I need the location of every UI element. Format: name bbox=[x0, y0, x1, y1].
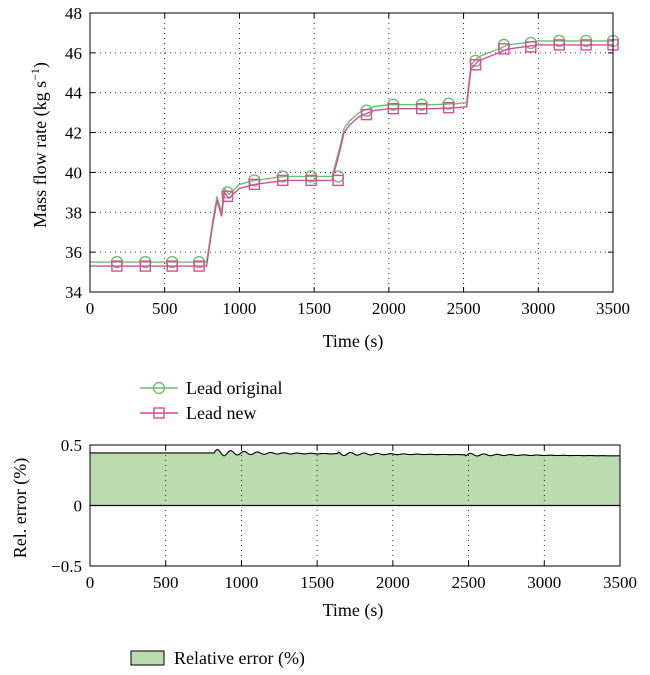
top-grid bbox=[90, 13, 613, 292]
top-y-tick-label: 34 bbox=[65, 283, 83, 302]
bot-y-tick-label: 0.5 bbox=[61, 436, 82, 455]
data-point-lead-new bbox=[442, 101, 455, 114]
top-y-axis-label-main: Mass flow rate (kg s bbox=[30, 81, 51, 228]
relative-error-line bbox=[90, 449, 621, 457]
top-y-axis-label-close: ) bbox=[30, 62, 51, 68]
top-x-tick-label: 0 bbox=[86, 299, 95, 318]
series-line-lead-original bbox=[90, 40, 613, 263]
data-point-lead-new bbox=[416, 102, 428, 115]
top-x-axis-label: Time (s) bbox=[323, 331, 384, 352]
data-point-lead-new bbox=[111, 260, 123, 272]
top-y-tick-label: 36 bbox=[65, 243, 82, 262]
top-series-group bbox=[90, 34, 620, 272]
top-y-tick-label: 42 bbox=[65, 124, 82, 143]
data-point-lead-new bbox=[248, 178, 261, 191]
bot-x-axis-label: Time (s) bbox=[323, 600, 384, 621]
top-plot-frame bbox=[89, 12, 614, 293]
data-point-lead-new bbox=[553, 39, 565, 51]
top-y-tick-label: 38 bbox=[65, 203, 82, 222]
legend-label-lead-new: Lead new bbox=[186, 403, 256, 423]
bot-y-ticks: −0.5 0 0.5 bbox=[51, 436, 620, 576]
data-point-lead-new bbox=[525, 41, 537, 53]
top-y-tick-label: 46 bbox=[65, 44, 82, 63]
bot-y-tick-label: −0.5 bbox=[51, 557, 82, 576]
legend-item-lead-original: Lead original bbox=[140, 378, 282, 398]
data-point-lead-new bbox=[193, 260, 205, 272]
mass-flow-chart: 0 500 1000 1500 2000 2500 3000 3500 34 36 38 40 42 4… bbox=[28, 4, 630, 352]
bot-series-group bbox=[90, 449, 621, 507]
legend-swatch-relative-error bbox=[130, 650, 165, 666]
top-legend: Lead original Lead new bbox=[140, 378, 282, 423]
bot-x-tick-label: 3500 bbox=[603, 573, 637, 592]
data-point-lead-new bbox=[139, 260, 151, 272]
top-x-tick-label: 3500 bbox=[596, 299, 630, 318]
top-y-ticks: 34 36 38 40 42 44 46 48 bbox=[65, 4, 613, 302]
top-y-tick-label: 44 bbox=[65, 84, 83, 103]
bot-y-axis-label: Rel. error (%) bbox=[10, 458, 31, 558]
legend-marker-circle bbox=[152, 381, 166, 395]
top-y-tick-label: 48 bbox=[65, 4, 82, 23]
bot-y-tick-label: 0 bbox=[74, 497, 83, 516]
data-point-lead-new bbox=[221, 190, 234, 203]
series-line-lead-new bbox=[90, 44, 613, 267]
top-x-ticks: 0 500 1000 1500 2000 2500 3000 3500 bbox=[86, 13, 630, 318]
data-point-lead-new bbox=[498, 43, 510, 55]
bot-x-tick-label: 0 bbox=[86, 573, 95, 592]
top-y-axis-label: Mass flow rate (kg s−1) bbox=[28, 62, 51, 228]
relative-error-area bbox=[90, 449, 620, 506]
legend-marker-square bbox=[153, 407, 165, 419]
top-y-axis-label-sup: −1 bbox=[28, 68, 42, 81]
data-point-lead-new bbox=[387, 102, 400, 115]
bot-grid bbox=[165, 445, 545, 566]
relative-error-chart: 0 500 1000 1500 2000 2500 3000 3500 −0.500.5 Ti… bbox=[10, 436, 637, 621]
data-point-lead-new bbox=[166, 260, 178, 272]
data-point-lead-new bbox=[305, 174, 317, 187]
top-x-tick-label: 1500 bbox=[297, 299, 331, 318]
legend-label-relative-error: Relative error (%) bbox=[174, 648, 305, 669]
top-x-tick-label: 2500 bbox=[447, 299, 481, 318]
data-point-lead-new bbox=[360, 108, 373, 121]
bot-x-tick-label: 2500 bbox=[452, 573, 486, 592]
top-x-tick-label: 2000 bbox=[372, 299, 406, 318]
bot-x-tick-label: 3000 bbox=[527, 573, 561, 592]
data-point-lead-new bbox=[277, 174, 289, 187]
top-x-tick-label: 1000 bbox=[222, 299, 256, 318]
legend-item-lead-new: Lead new bbox=[140, 403, 256, 423]
legend-label-lead-original: Lead original bbox=[186, 378, 282, 398]
top-x-tick-label: 500 bbox=[152, 299, 178, 318]
top-y-tick-label: 40 bbox=[65, 163, 82, 182]
bot-x-tick-label: 1500 bbox=[300, 573, 334, 592]
data-point-lead-new bbox=[469, 59, 482, 71]
data-point-lead-new bbox=[580, 39, 592, 51]
bot-x-ticks: 0 500 1000 1500 2000 2500 3000 3500 bbox=[86, 445, 637, 592]
top-x-tick-label: 3000 bbox=[521, 299, 555, 318]
bot-x-tick-label: 500 bbox=[153, 573, 179, 592]
bot-legend: Relative error (%) bbox=[130, 648, 305, 669]
data-point-lead-new bbox=[332, 174, 344, 187]
bot-x-tick-label: 1000 bbox=[224, 573, 258, 592]
bot-x-tick-label: 2000 bbox=[376, 573, 410, 592]
